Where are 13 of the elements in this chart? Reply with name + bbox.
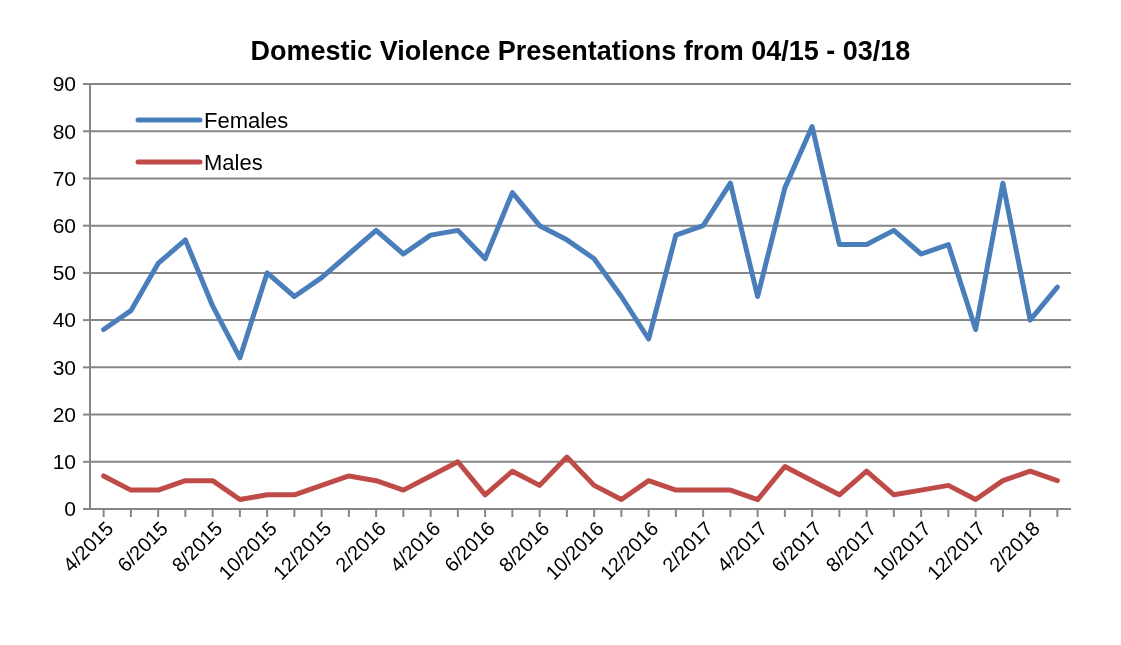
- y-tick-label: 40: [52, 308, 76, 332]
- legend-label: Females: [204, 107, 289, 133]
- y-tick-label: 60: [52, 214, 76, 238]
- legend-label: Males: [204, 149, 263, 175]
- y-tick-label: 70: [52, 166, 76, 190]
- y-tick-label: 30: [52, 355, 76, 379]
- y-tick-label: 90: [52, 72, 76, 96]
- y-tick-label: 50: [52, 261, 76, 285]
- y-tick-label: 80: [52, 119, 76, 143]
- chart-title: Domestic Violence Presentations from 04/15 - 03/18: [250, 36, 911, 66]
- y-tick-label: 20: [52, 402, 76, 426]
- y-tick-label: 10: [52, 450, 76, 474]
- y-tick-label: 0: [64, 497, 76, 521]
